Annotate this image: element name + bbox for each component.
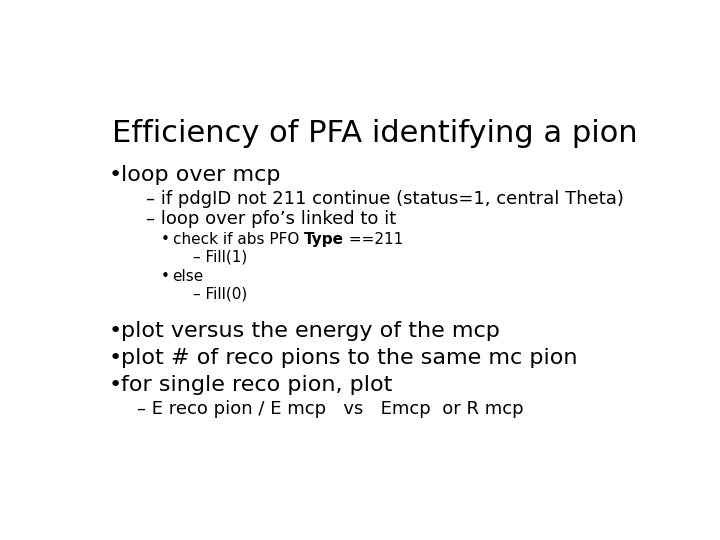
Text: •: • — [161, 268, 169, 284]
Text: – loop over pfo’s linked to it: – loop over pfo’s linked to it — [145, 210, 396, 228]
Text: plot # of reco pions to the same mc pion: plot # of reco pions to the same mc pion — [121, 348, 577, 368]
Text: •: • — [109, 321, 122, 341]
Text: plot versus the energy of the mcp: plot versus the energy of the mcp — [121, 321, 500, 341]
Text: else: else — [173, 268, 204, 284]
Text: Type: Type — [304, 232, 344, 247]
Text: – E reco pion / E mcp   vs   Emcp  or R mcp: – E reco pion / E mcp vs Emcp or R mcp — [138, 400, 524, 418]
Text: Efficiency of PFA identifying a pion: Efficiency of PFA identifying a pion — [112, 119, 638, 148]
Text: – Fill(0): – Fill(0) — [193, 286, 248, 301]
Text: check if abs PFO: check if abs PFO — [173, 232, 304, 247]
Text: •: • — [109, 165, 122, 185]
Text: ==211: ==211 — [344, 232, 403, 247]
Text: •: • — [161, 232, 169, 247]
Text: – Fill(1): – Fill(1) — [193, 250, 248, 265]
Text: •: • — [109, 375, 122, 395]
Text: •: • — [109, 348, 122, 368]
Text: for single reco pion, plot: for single reco pion, plot — [121, 375, 392, 395]
Text: loop over mcp: loop over mcp — [121, 165, 280, 185]
Text: – if pdgID not 211 continue (status=1, central Theta): – if pdgID not 211 continue (status=1, c… — [145, 190, 624, 207]
